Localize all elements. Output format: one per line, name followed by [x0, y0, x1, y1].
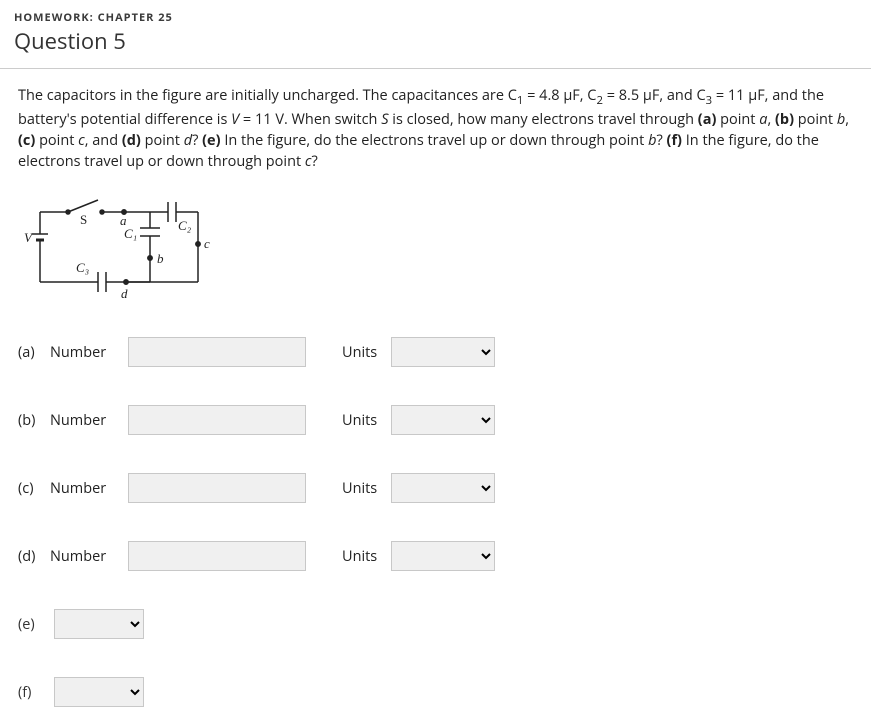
circuit-svg: V S a b c d C₁ C₂ C₃	[20, 190, 225, 308]
content-area: The capacitors in the figure are initial…	[0, 69, 871, 707]
units-select-a[interactable]	[391, 337, 495, 367]
label-C2: C₂	[178, 218, 192, 233]
label-b: b	[157, 251, 164, 266]
number-input-c[interactable]	[128, 473, 306, 503]
direction-select-f[interactable]	[54, 677, 144, 707]
part-label-e: (e)	[18, 615, 54, 634]
label-V: V	[24, 230, 34, 245]
units-label: Units	[342, 479, 377, 498]
answers-section: (a) Number Units (b) Number Units (c) Nu…	[18, 337, 853, 707]
part-label-f: (f)	[18, 683, 54, 702]
part-label-d: (d)	[18, 547, 50, 566]
circuit-figure: V S a b c d C₁ C₂ C₃	[20, 190, 853, 313]
number-label: Number	[50, 479, 128, 498]
answer-row-d: (d) Number Units	[18, 541, 853, 571]
part-label-b: (b)	[18, 411, 50, 430]
number-label: Number	[50, 343, 128, 362]
label-d: d	[121, 286, 128, 301]
units-label: Units	[342, 343, 377, 362]
units-select-b[interactable]	[391, 405, 495, 435]
label-c: c	[204, 236, 210, 251]
number-label: Number	[50, 411, 128, 430]
units-label: Units	[342, 411, 377, 430]
part-label-a: (a)	[18, 343, 50, 362]
number-label: Number	[50, 547, 128, 566]
label-S: S	[80, 212, 87, 227]
units-select-d[interactable]	[391, 541, 495, 571]
answer-row-e: (e)	[18, 609, 853, 639]
label-C1: C₁	[124, 226, 137, 241]
answer-row-f: (f)	[18, 677, 853, 707]
homework-label: HOMEWORK: CHAPTER 25	[14, 10, 857, 25]
number-input-b[interactable]	[128, 405, 306, 435]
problem-statement: The capacitors in the figure are initial…	[18, 85, 853, 172]
part-label-c: (c)	[18, 479, 50, 498]
label-C3: C₃	[76, 260, 89, 275]
answer-row-b: (b) Number Units	[18, 405, 853, 435]
number-input-a[interactable]	[128, 337, 306, 367]
answer-row-c: (c) Number Units	[18, 473, 853, 503]
direction-select-e[interactable]	[54, 609, 144, 639]
page-header: HOMEWORK: CHAPTER 25 Question 5	[0, 0, 871, 64]
number-input-d[interactable]	[128, 541, 306, 571]
units-label: Units	[342, 547, 377, 566]
answer-row-a: (a) Number Units	[18, 337, 853, 367]
units-select-c[interactable]	[391, 473, 495, 503]
question-number: Question 5	[14, 26, 857, 56]
